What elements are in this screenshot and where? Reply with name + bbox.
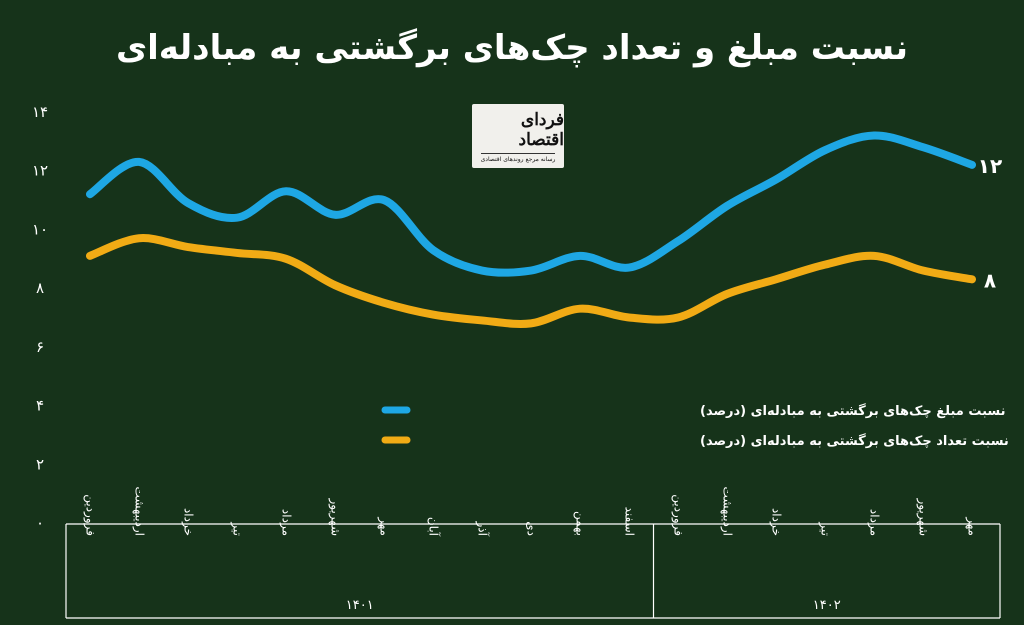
x-tick-label: بهمن (573, 511, 588, 536)
x-tick-label: شهریور (328, 497, 343, 536)
brand-logo-text: فردای اقتصاد (518, 109, 564, 150)
brand-logo: فردای اقتصاد رسانه مرجع روندهای اقتصادی (472, 104, 564, 168)
x-tick-label: اردیبهشت (720, 487, 735, 536)
x-axis: فروردین اردیبهشت خرداد تیر مرداد شهریور مهر آبا… (65, 487, 1001, 619)
brand-logo-subtext: رسانه مرجع روندهای اقتصادی (480, 152, 556, 163)
legend: نسبت مبلغ چک‌های برگشتی به مبادله‌ای (در… (381, 403, 1009, 449)
y-tick-label: ۶ (36, 338, 44, 356)
y-tick-label: ۰ (36, 514, 44, 532)
series-end-label: ۱۲ (978, 154, 1002, 178)
legend-label-2: نسبت تعداد چک‌های برگشتی به مبادله‌ای (د… (700, 433, 1009, 449)
series-line-1 (86, 131, 976, 277)
x-tick-label: شهریور (916, 497, 931, 536)
y-tick-label: ۸ (36, 279, 44, 297)
x-tick-label: تیر (818, 521, 833, 536)
year-group-label: ۱۴۰۱ (346, 598, 374, 613)
year-group-label: ۱۴۰۲ (813, 598, 841, 613)
y-tick-label: ۱۲ (32, 162, 48, 180)
chart-title: نسبت مبلغ و تعداد چک‌های برگشتی به مبادل… (115, 28, 909, 68)
x-tick-label: خرداد (769, 508, 784, 536)
x-tick-label: مرداد (867, 509, 882, 536)
x-tick-label: مرداد (279, 509, 294, 536)
y-axis: ۰ ۲ ۴ ۶ ۸ ۱۰ ۱۲ ۱۴ (32, 103, 48, 532)
x-tick-label: خرداد (181, 508, 196, 536)
y-tick-label: ۲ (36, 455, 44, 473)
x-tick-label: آبان (427, 517, 442, 537)
x-tick-label: فروردین (83, 494, 98, 536)
y-tick-label: ۱۴ (32, 103, 48, 121)
legend-label-1: نسبت مبلغ چک‌های برگشتی به مبادله‌ای (در… (700, 403, 1006, 419)
series-lines: ۱۲ ۸ (86, 131, 1002, 328)
x-tick-label: آذر (475, 521, 491, 537)
x-tick-label: فروردین (671, 494, 686, 536)
x-tick-label: دی (525, 521, 539, 536)
x-tick-label: مهر (965, 516, 980, 536)
series-end-label: ۸ (984, 268, 996, 292)
y-tick-label: ۴ (36, 397, 44, 415)
y-tick-label: ۱۰ (32, 220, 48, 238)
x-tick-label: تیر (230, 521, 245, 536)
x-tick-label: اردیبهشت (132, 487, 147, 536)
x-tick-label: مهر (377, 516, 392, 536)
series-line-2 (86, 234, 976, 328)
x-tick-label: اسفند (623, 507, 637, 536)
